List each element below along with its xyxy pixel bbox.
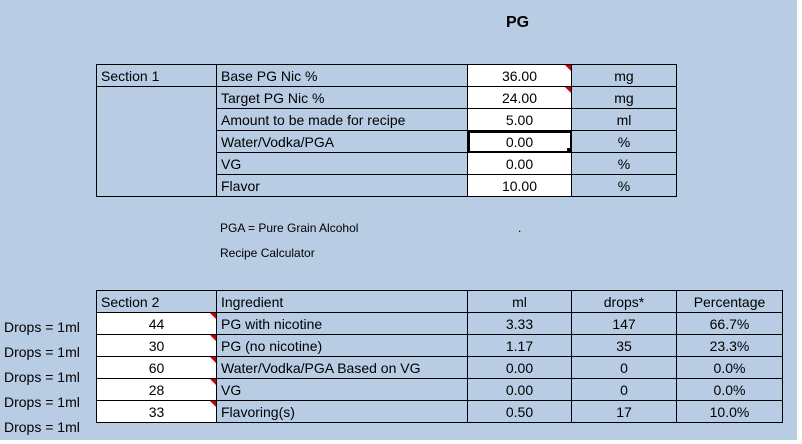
- drops-per-ml-cell[interactable]: 60: [96, 356, 217, 379]
- ml-cell: 0.00: [467, 356, 572, 379]
- pga-note: PGA = Pure Grain Alcohol: [220, 221, 359, 235]
- param-label: Base PG Nic %: [216, 64, 468, 87]
- param-unit: mg: [571, 86, 677, 109]
- param-value-cell-selected[interactable]: 0.00: [467, 130, 572, 153]
- table-row: 30 PG (no nicotine) 1.17 35 23.3%: [96, 334, 783, 357]
- param-label: Target PG Nic %: [216, 86, 468, 109]
- ml-cell: 3.33: [467, 312, 572, 335]
- column-header-percentage: Percentage: [676, 290, 783, 313]
- param-unit: mg: [571, 64, 677, 87]
- section1-label: Section 1: [96, 64, 217, 87]
- table-row: 33 Flavoring(s) 0.50 17 10.0%: [96, 400, 783, 423]
- drops-per-ml-cell[interactable]: 33: [96, 400, 217, 423]
- ml-cell: 1.17: [467, 334, 572, 357]
- table-row: 28 VG 0.00 0 0.0%: [96, 378, 783, 401]
- param-unit: %: [571, 130, 677, 153]
- empty-cell: [96, 130, 217, 153]
- empty-cell: [96, 86, 217, 109]
- drops-per-ml-label: Drops = 1ml: [4, 394, 80, 410]
- param-unit: ml: [571, 108, 677, 131]
- percentage-cell: 0.0%: [676, 378, 783, 401]
- param-value-cell[interactable]: 10.00: [467, 174, 572, 197]
- drops-per-ml-label: Drops = 1ml: [4, 319, 80, 335]
- percentage-cell: 10.0%: [676, 400, 783, 423]
- drops-cell: 17: [571, 400, 677, 423]
- empty-cell: [96, 174, 217, 197]
- ingredient-cell: Flavoring(s): [216, 400, 468, 423]
- drops-per-ml-cell[interactable]: 30: [96, 334, 217, 357]
- ml-cell: 0.50: [467, 400, 572, 423]
- param-value-cell[interactable]: 5.00: [467, 108, 572, 131]
- param-label: Water/Vodka/PGA: [216, 130, 468, 153]
- drops-cell: 35: [571, 334, 677, 357]
- drops-cell: 147: [571, 312, 677, 335]
- section1-table: Section 1 Base PG Nic % 36.00 mg Target …: [96, 64, 677, 197]
- ingredient-cell: PG with nicotine: [216, 312, 468, 335]
- drops-per-ml-cell[interactable]: 28: [96, 378, 217, 401]
- ingredient-cell: VG: [216, 378, 468, 401]
- table-row: 60 Water/Vodka/PGA Based on VG 0.00 0 0.…: [96, 356, 783, 379]
- param-label: VG: [216, 152, 468, 175]
- drops-cell: 0: [571, 378, 677, 401]
- param-label: Amount to be made for recipe: [216, 108, 468, 131]
- drops-cell: 0: [571, 356, 677, 379]
- param-label: Flavor: [216, 174, 468, 197]
- param-unit: %: [571, 152, 677, 175]
- ml-cell: 0.00: [467, 378, 572, 401]
- percentage-cell: 23.3%: [676, 334, 783, 357]
- percentage-cell: 0.0%: [676, 356, 783, 379]
- param-value-cell[interactable]: 36.00: [467, 64, 572, 87]
- drops-per-ml-label: Drops = 1ml: [4, 369, 80, 385]
- dot-note: .: [518, 221, 522, 235]
- table-row: 44 PG with nicotine 3.33 147 66.7%: [96, 312, 783, 335]
- column-header-ingredient: Ingredient: [216, 290, 468, 313]
- section2-table: Section 2 Ingredient ml drops* Percentag…: [96, 290, 783, 423]
- ingredient-cell: Water/Vodka/PGA Based on VG: [216, 356, 468, 379]
- drops-per-ml-label: Drops = 1ml: [4, 419, 80, 435]
- param-unit: %: [571, 174, 677, 197]
- column-header-drops: drops*: [571, 290, 677, 313]
- recipe-calculator-label: Recipe Calculator: [220, 246, 315, 260]
- param-value-cell[interactable]: 0.00: [467, 152, 572, 175]
- column-header-ml: ml: [467, 290, 572, 313]
- empty-cell: [96, 152, 217, 175]
- percentage-cell: 66.7%: [676, 312, 783, 335]
- drops-per-ml-cell[interactable]: 44: [96, 312, 217, 335]
- empty-cell: [96, 108, 217, 131]
- drops-per-ml-label: Drops = 1ml: [4, 344, 80, 360]
- ingredient-cell: PG (no nicotine): [216, 334, 468, 357]
- section2-label: Section 2: [96, 290, 217, 313]
- sheet-title: PG: [506, 14, 530, 31]
- param-value-cell[interactable]: 24.00: [467, 86, 572, 109]
